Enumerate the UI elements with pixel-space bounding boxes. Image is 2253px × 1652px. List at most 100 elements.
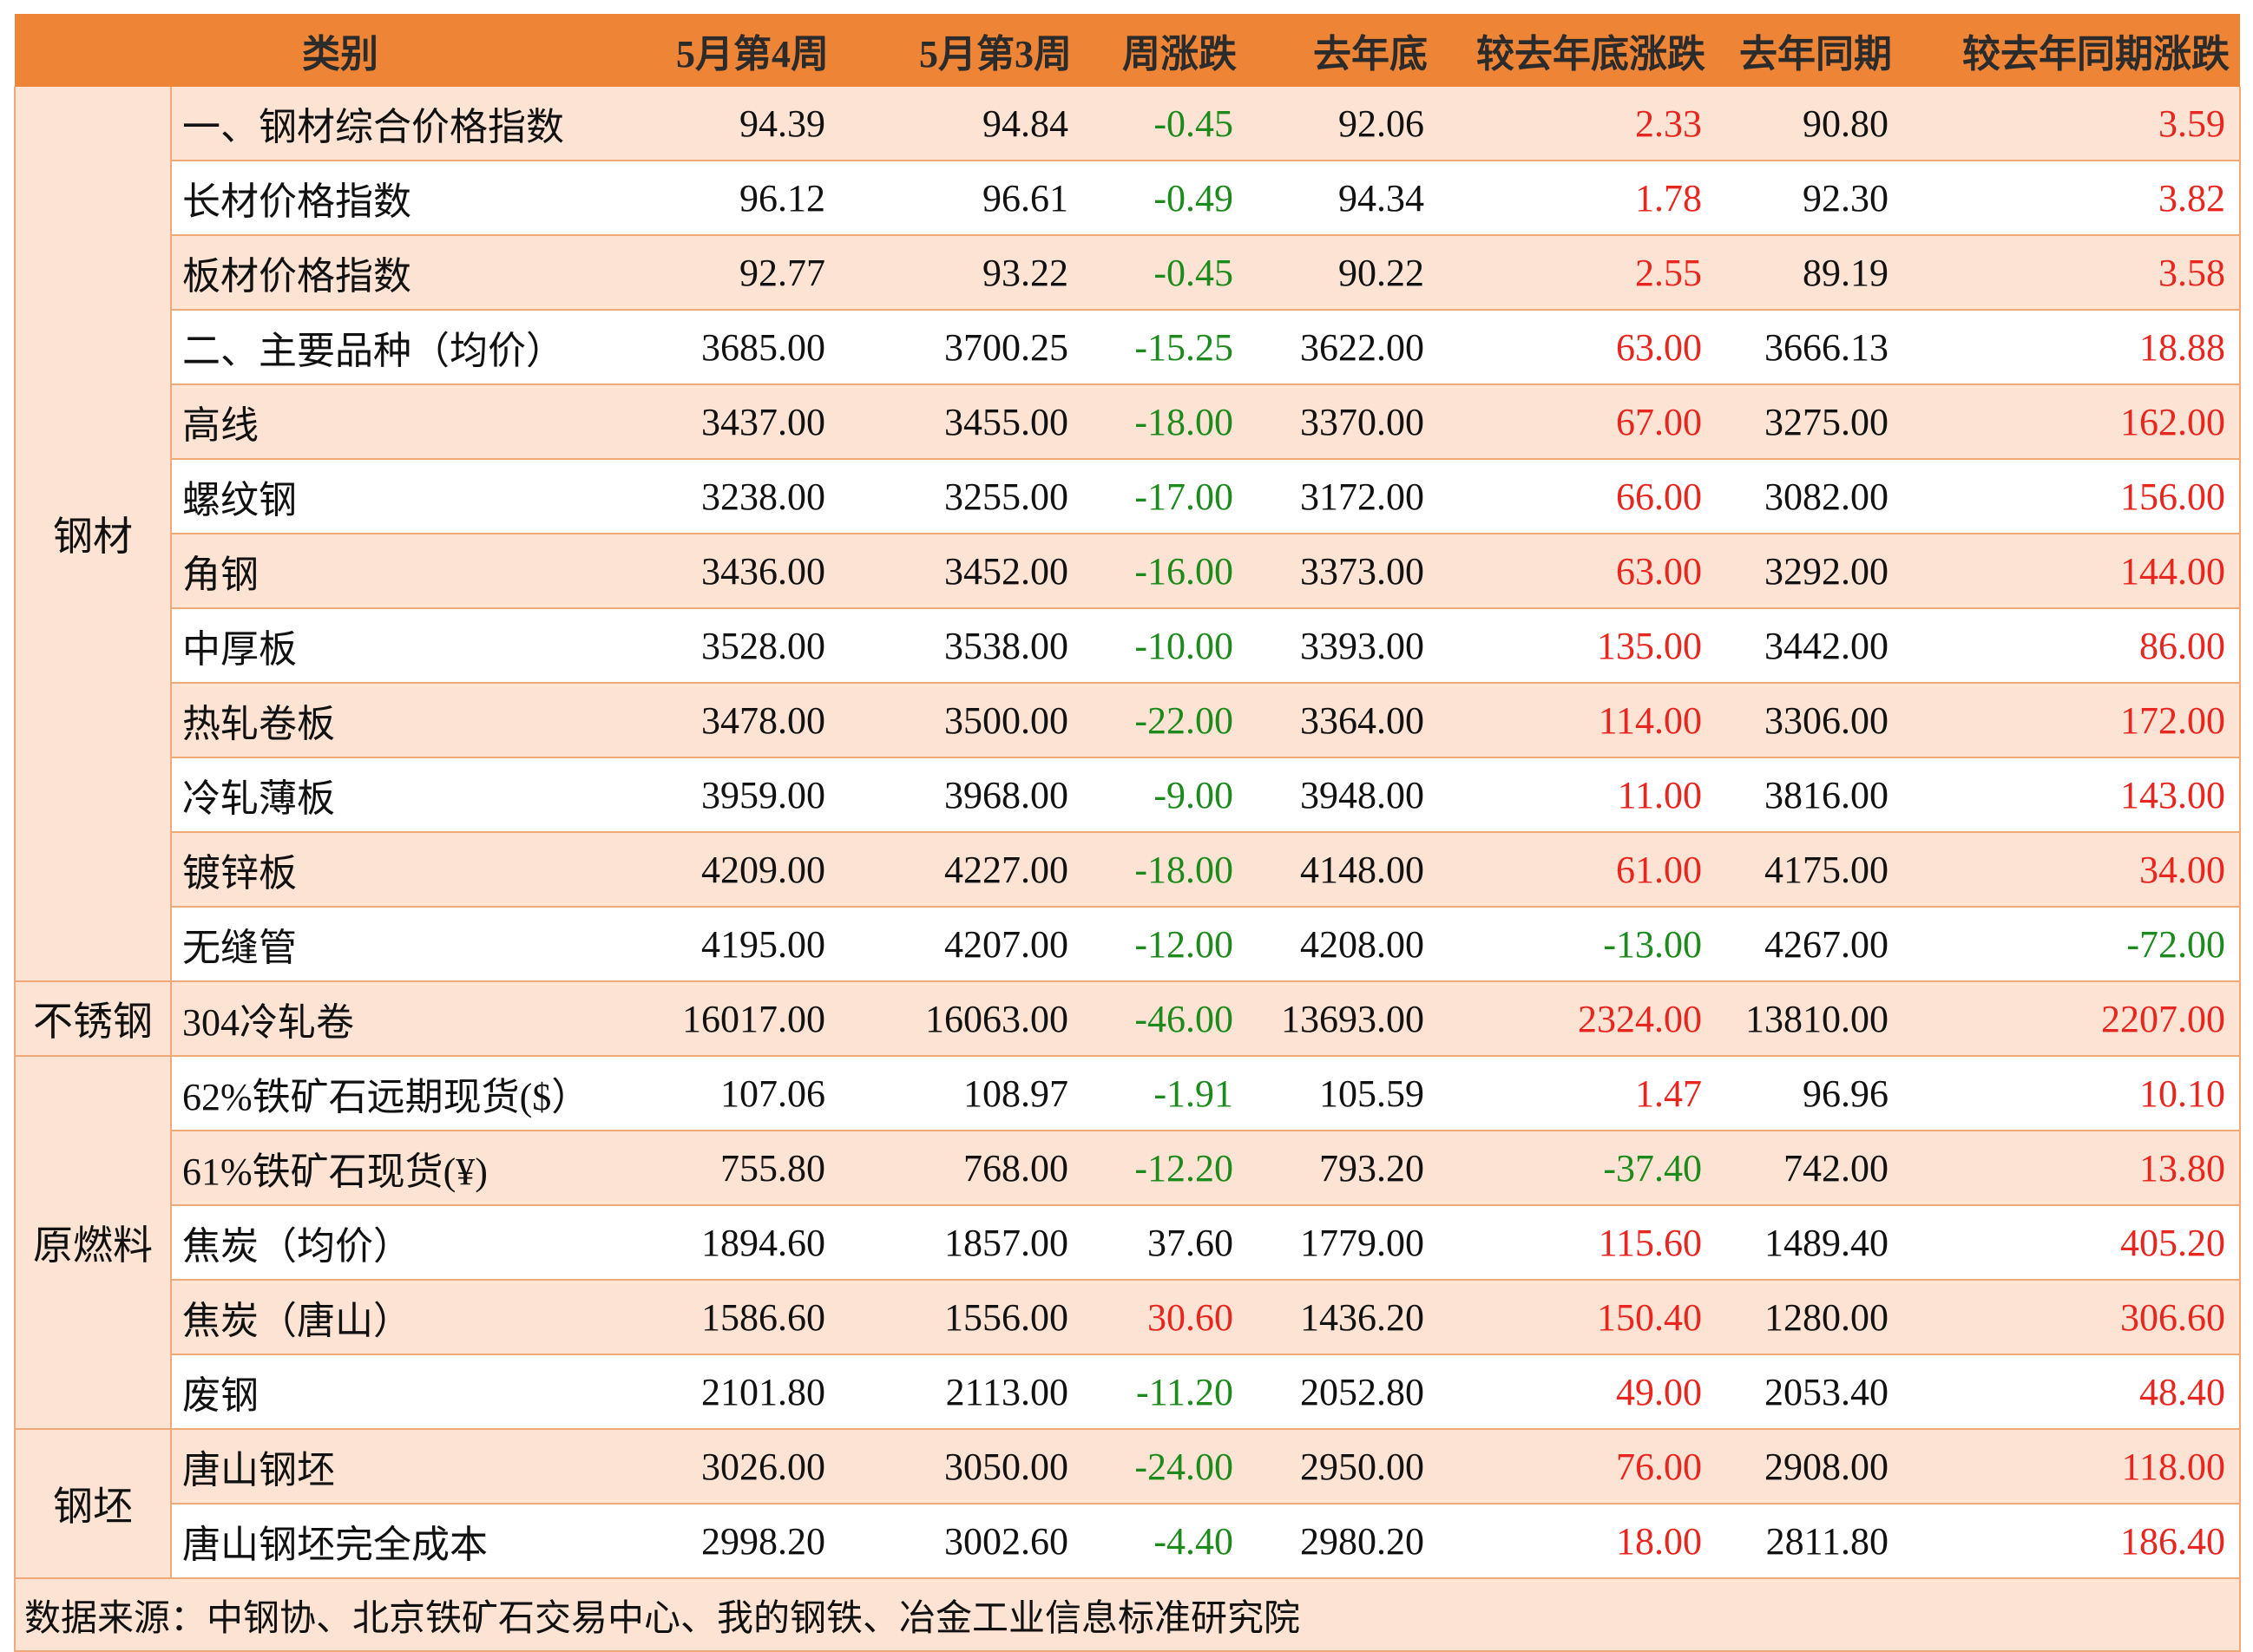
- cell-wk4: 755.80: [666, 1131, 839, 1206]
- footer-row: 数据来源：中钢协、北京铁矿石交易中心、我的钢铁、冶金工业信息标准研究院: [14, 1578, 2241, 1652]
- cell-ly: 92.30: [1716, 161, 1902, 236]
- cell-chg: -0.45: [1082, 87, 1247, 161]
- cell-ye: 3172.00: [1247, 459, 1438, 534]
- table-row: 无缝管 4195.00 4207.00 -12.00 4208.00 -13.00 4267…: [15, 907, 2241, 982]
- header-vs-same-period: 较去年同期涨跌: [1902, 14, 2240, 87]
- cell-chg: -18.00: [1082, 384, 1247, 460]
- header-wk3: 5月第3周: [839, 14, 1082, 87]
- group-label: 原燃料: [14, 1055, 172, 1430]
- item-name: 镀锌板: [171, 832, 666, 908]
- table-row: 高线 3437.00 3455.00 -18.00 3370.00 67.00 3275.0…: [15, 384, 2241, 460]
- cell-chg-ly: 172.00: [1902, 683, 2241, 758]
- cell-chg-ly: 162.00: [1902, 384, 2241, 460]
- cell-wk3: 2113.00: [839, 1354, 1082, 1430]
- cell-wk4: 96.12: [666, 161, 839, 236]
- cell-chg: -1.91: [1082, 1055, 1247, 1131]
- cell-wk4: 16017.00: [666, 980, 839, 1057]
- cell-ye: 4208.00: [1247, 907, 1438, 982]
- cell-chg-ly: -72.00: [1902, 907, 2241, 982]
- price-table-wrapper: 类别 5月第4周 5月第3周 周涨跌 去年底 较去年底涨跌 去年同期 较去年同期…: [14, 14, 2241, 1652]
- item-name: 焦炭（均价）: [171, 1205, 666, 1281]
- item-name: 螺纹钢: [171, 459, 666, 534]
- cell-ly: 2908.00: [1716, 1428, 1902, 1504]
- cell-wk3: 16063.00: [839, 980, 1082, 1057]
- cell-ly: 1489.40: [1716, 1205, 1902, 1281]
- cell-wk3: 4207.00: [839, 907, 1082, 982]
- cell-wk3: 3255.00: [839, 459, 1082, 534]
- cell-chg-ye: 67.00: [1438, 384, 1716, 460]
- cell-wk3: 3002.60: [839, 1504, 1082, 1579]
- cell-chg-ly: 143.00: [1902, 757, 2241, 833]
- table-row: 唐山钢坯完全成本 2998.20 3002.60 -4.40 2980.20 18.00 2…: [15, 1504, 2241, 1579]
- data-source-note: 数据来源：中钢协、北京铁矿石交易中心、我的钢铁、冶金工业信息标准研究院: [14, 1578, 2241, 1652]
- cell-ly: 4175.00: [1716, 832, 1902, 908]
- cell-chg-ly: 10.10: [1902, 1055, 2241, 1131]
- cell-wk3: 94.84: [839, 87, 1082, 161]
- item-name: 冷轧薄板: [171, 757, 666, 833]
- cell-ye: 2980.20: [1247, 1504, 1438, 1579]
- cell-ly: 96.96: [1716, 1055, 1902, 1131]
- cell-wk4: 3436.00: [666, 534, 839, 609]
- table-row: 钢坯 唐山钢坯 3026.00 3050.00 -24.00 2950.00 76.00 29…: [14, 1428, 2241, 1579]
- cell-chg-ye: 63.00: [1438, 310, 1716, 385]
- cell-ly: 1280.00: [1716, 1280, 1902, 1355]
- table-body: 钢材 一、钢材综合价格指数 94.39 94.84 -0.45 92.06 2.33 90.8…: [14, 87, 2241, 1652]
- item-name: 高线: [171, 384, 666, 460]
- cell-ly: 2053.40: [1716, 1354, 1902, 1430]
- cell-chg-ye: 135.00: [1438, 608, 1716, 684]
- cell-wk4: 4209.00: [666, 832, 839, 908]
- cell-wk4: 2101.80: [666, 1354, 839, 1430]
- cell-wk4: 3026.00: [666, 1428, 839, 1504]
- cell-ly: 742.00: [1716, 1131, 1902, 1206]
- table-row: 61%铁矿石现货(¥) 755.80 768.00 -12.20 793.20 -37.4…: [15, 1131, 2241, 1206]
- cell-chg-ye: 115.60: [1438, 1205, 1716, 1281]
- cell-chg-ly: 118.00: [1902, 1428, 2241, 1504]
- cell-chg-ly: 405.20: [1902, 1205, 2241, 1281]
- item-name: 61%铁矿石现货(¥): [171, 1131, 666, 1206]
- cell-chg-ly: 186.40: [1902, 1504, 2241, 1579]
- cell-chg: -10.00: [1082, 608, 1247, 684]
- cell-chg-ye: 2.33: [1438, 87, 1716, 161]
- item-name: 热轧卷板: [171, 683, 666, 758]
- cell-chg-ye: 18.00: [1438, 1504, 1716, 1579]
- cell-ly: 3275.00: [1716, 384, 1902, 460]
- cell-chg: -46.00: [1082, 980, 1247, 1057]
- cell-wk3: 1556.00: [839, 1280, 1082, 1355]
- item-name: 304冷轧卷: [171, 980, 666, 1057]
- cell-wk4: 3437.00: [666, 384, 839, 460]
- cell-ly: 3442.00: [1716, 608, 1902, 684]
- cell-chg: -15.25: [1082, 310, 1247, 385]
- item-name: 长材价格指数: [171, 161, 666, 236]
- item-name: 无缝管: [171, 907, 666, 982]
- cell-chg-ly: 18.88: [1902, 310, 2241, 385]
- cell-wk4: 92.77: [666, 235, 839, 311]
- item-name: 板材价格指数: [171, 235, 666, 311]
- cell-chg-ye: 49.00: [1438, 1354, 1716, 1430]
- item-name: 废钢: [171, 1354, 666, 1430]
- cell-wk4: 2998.20: [666, 1504, 839, 1579]
- cell-chg-ly: 48.40: [1902, 1354, 2241, 1430]
- cell-wk3: 3455.00: [839, 384, 1082, 460]
- table-row: 冷轧薄板 3959.00 3968.00 -9.00 3948.00 11.00 3816.…: [15, 757, 2241, 833]
- cell-chg-ly: 3.58: [1902, 235, 2241, 311]
- item-name: 角钢: [171, 534, 666, 609]
- table-row: 中厚板 3528.00 3538.00 -10.00 3393.00 135.00 3442…: [15, 608, 2241, 684]
- cell-chg: -16.00: [1082, 534, 1247, 609]
- header-row: 类别 5月第4周 5月第3周 周涨跌 去年底 较去年底涨跌 去年同期 较去年同期…: [15, 14, 2240, 87]
- header-same-period: 去年同期: [1716, 14, 1902, 87]
- cell-chg: -12.20: [1082, 1131, 1247, 1206]
- cell-chg: 37.60: [1082, 1205, 1247, 1281]
- cell-chg-ye: 2.55: [1438, 235, 1716, 311]
- table-row: 板材价格指数 92.77 93.22 -0.45 90.22 2.55 89.19 3.58: [15, 235, 2241, 311]
- cell-ye: 793.20: [1247, 1131, 1438, 1206]
- cell-ye: 13693.00: [1247, 980, 1438, 1057]
- header-category: 类别: [15, 14, 666, 87]
- cell-wk4: 107.06: [666, 1055, 839, 1131]
- cell-chg-ye: -13.00: [1438, 907, 1716, 982]
- cell-ye: 3948.00: [1247, 757, 1438, 833]
- item-name: 62%铁矿石远期现货($）: [171, 1055, 666, 1131]
- cell-wk4: 94.39: [666, 87, 839, 161]
- cell-chg-ye: 1.47: [1438, 1055, 1716, 1131]
- cell-ly: 89.19: [1716, 235, 1902, 311]
- table-row: 钢材 一、钢材综合价格指数 94.39 94.84 -0.45 92.06 2.33 90.8…: [14, 87, 2241, 982]
